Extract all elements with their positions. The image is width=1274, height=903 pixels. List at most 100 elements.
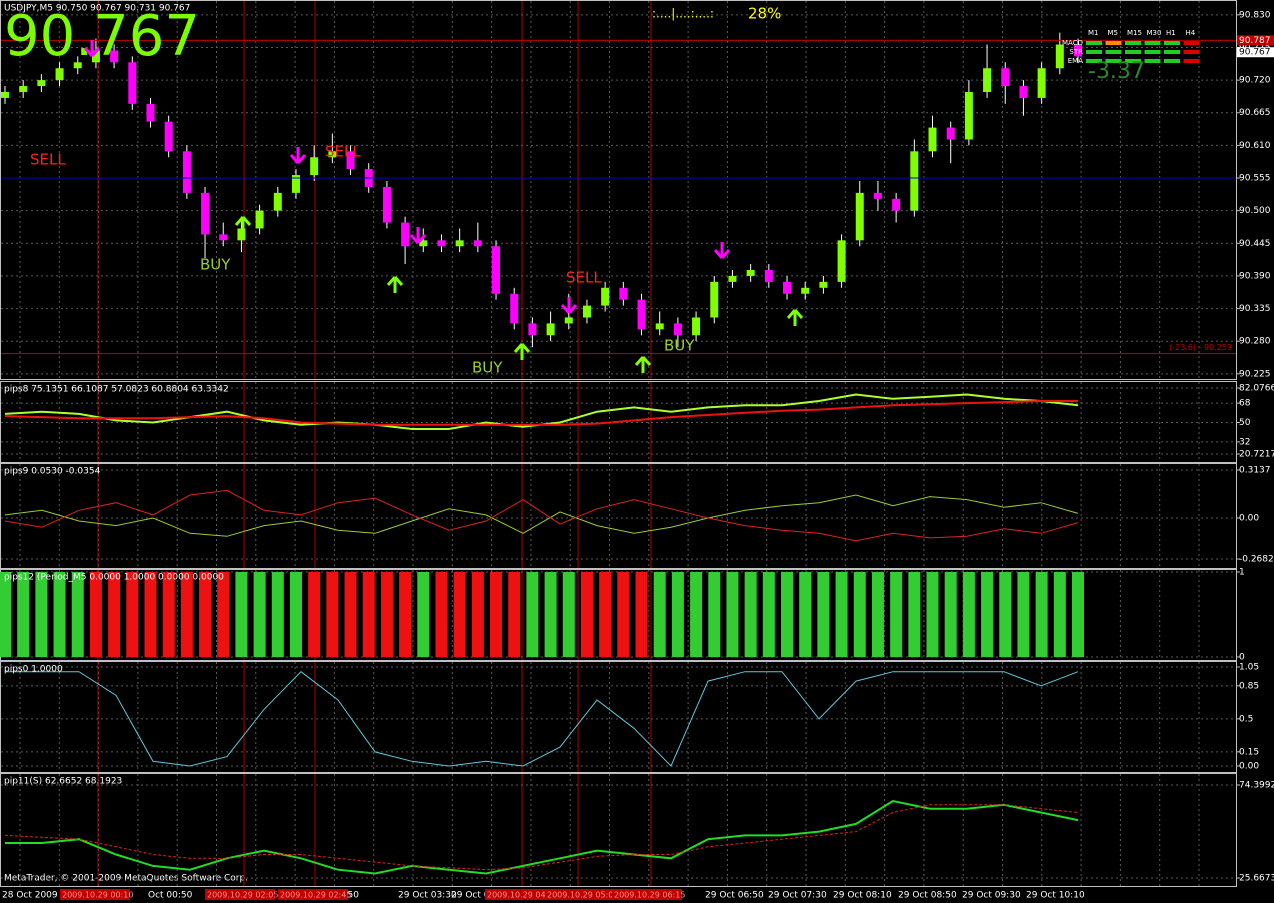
dashboard-cell xyxy=(1164,59,1180,63)
indicator-line xyxy=(5,671,1079,767)
histogram-bar xyxy=(926,572,939,657)
y-tick-label: 1 xyxy=(1239,568,1245,578)
histogram-bar xyxy=(635,572,648,657)
histogram-bar xyxy=(1053,572,1066,657)
histogram-bar xyxy=(271,572,284,657)
price-tag-label: 90.767 xyxy=(1239,48,1271,58)
dashboard-cell xyxy=(1164,41,1180,45)
y-tick-label: 90.555 xyxy=(1239,174,1271,184)
candle-body xyxy=(419,240,428,247)
dashboard-row-label: STR xyxy=(1069,48,1083,56)
y-tick-label: 90.610 xyxy=(1239,141,1271,151)
histogram-bar xyxy=(726,572,739,657)
y-tick-label: 0.00 xyxy=(1239,513,1259,523)
y-tick-label: 90.225 xyxy=(1239,369,1271,379)
buy-arrow xyxy=(634,356,652,373)
dashboard-row-label: EMA xyxy=(1068,57,1083,65)
histogram-bar xyxy=(853,572,866,657)
buy-arrow xyxy=(513,343,531,360)
price-tag xyxy=(1237,35,1274,46)
progress-label: 28% xyxy=(748,5,781,23)
candle-body xyxy=(764,270,773,282)
panel-title: pips8 75.1351 66.1087 57.0823 60.8804 63… xyxy=(4,385,229,395)
time-marker-box xyxy=(205,889,275,900)
indicator-line xyxy=(4,400,1078,426)
candle-body xyxy=(655,323,664,330)
histogram-bar xyxy=(617,572,630,657)
signal-label: SELL xyxy=(566,269,602,287)
candle-body xyxy=(619,287,628,300)
time-label: 29 Oct 04:10 xyxy=(451,891,510,901)
time-marker-label: 2009.10.29 04:25 xyxy=(487,891,558,900)
time-marker-box xyxy=(612,889,682,900)
candle-body xyxy=(91,50,100,63)
dashboard-cell xyxy=(1183,59,1200,63)
candle-body xyxy=(837,240,846,282)
time-label: 28 Oct 2009 xyxy=(2,891,58,901)
candle-body xyxy=(437,240,446,247)
y-tick-label: 90.445 xyxy=(1239,239,1271,249)
candle-body xyxy=(219,234,228,241)
dashboard-cell xyxy=(1144,59,1161,63)
histogram-bar xyxy=(35,572,48,657)
time-marker-label: 2009.10.29 02:45 xyxy=(280,891,351,900)
panel-border xyxy=(0,381,1237,463)
histogram-bar xyxy=(289,572,302,657)
histogram-bar xyxy=(490,572,503,657)
time-marker-box xyxy=(485,889,555,900)
candle-body xyxy=(255,210,264,229)
y-tick-label: 0 xyxy=(1239,653,1245,663)
histogram-bar xyxy=(326,572,339,657)
time-label: 29 Oct 06:50 xyxy=(705,891,764,901)
big-price: 90.767 xyxy=(4,4,200,69)
time-marker-box xyxy=(545,889,615,900)
y-tick-label: 90.720 xyxy=(1239,76,1271,86)
indicator-line xyxy=(4,489,1079,542)
histogram-bar xyxy=(199,572,212,657)
dashboard-cell xyxy=(1105,50,1122,54)
y-tick-label: 90.665 xyxy=(1239,108,1271,118)
timeframe-header: H1 xyxy=(1166,29,1176,37)
time-label: 29 Oct 08:50 xyxy=(898,891,957,901)
candle-body xyxy=(801,287,810,294)
buy-arrow xyxy=(386,276,404,293)
y-tick-label: 0.85 xyxy=(1239,681,1259,691)
progress-bar: :....|....:....: xyxy=(652,7,714,21)
histogram-bar xyxy=(599,572,612,657)
histogram-bar xyxy=(144,572,157,657)
candle-body xyxy=(855,192,864,241)
candle-body xyxy=(55,68,64,81)
candle-body xyxy=(510,293,519,324)
candle-body xyxy=(873,192,882,199)
dashboard-row-label: MACD xyxy=(1062,39,1083,47)
buy-arrow xyxy=(786,309,804,326)
buy-arrow xyxy=(234,216,252,233)
candle-body xyxy=(237,228,246,241)
candle-body xyxy=(37,80,46,87)
dashboard-cell xyxy=(1125,59,1141,63)
panel-title: pips0 1.0000 xyxy=(4,665,63,675)
y-tick-label: 0.3137 xyxy=(1239,466,1271,476)
candle-body xyxy=(964,91,973,140)
y-tick-label: 90.830 xyxy=(1239,10,1271,20)
candle-body xyxy=(1001,68,1010,87)
price-tag-label: 90.787 xyxy=(1239,36,1271,46)
histogram-bar xyxy=(71,572,84,657)
candle-body xyxy=(1,91,9,98)
candle-body xyxy=(1055,44,1064,69)
candle-body xyxy=(582,305,591,318)
candle-body xyxy=(146,103,155,122)
histogram-bar xyxy=(235,572,248,657)
candle-body xyxy=(182,151,191,193)
candle-body xyxy=(1074,44,1082,57)
histogram-bar xyxy=(1035,572,1048,657)
histogram-bar xyxy=(835,572,848,657)
candle-body xyxy=(983,68,992,92)
candle-body xyxy=(382,186,391,223)
time-label: 29 Oct 08:10 xyxy=(833,891,892,901)
histogram-bar xyxy=(217,572,230,657)
time-label: 29 Oct 03:30 xyxy=(398,891,457,901)
histogram-bar xyxy=(53,572,66,657)
y-tick-label: 90.335 xyxy=(1239,304,1271,314)
sell-arrow xyxy=(713,242,731,259)
